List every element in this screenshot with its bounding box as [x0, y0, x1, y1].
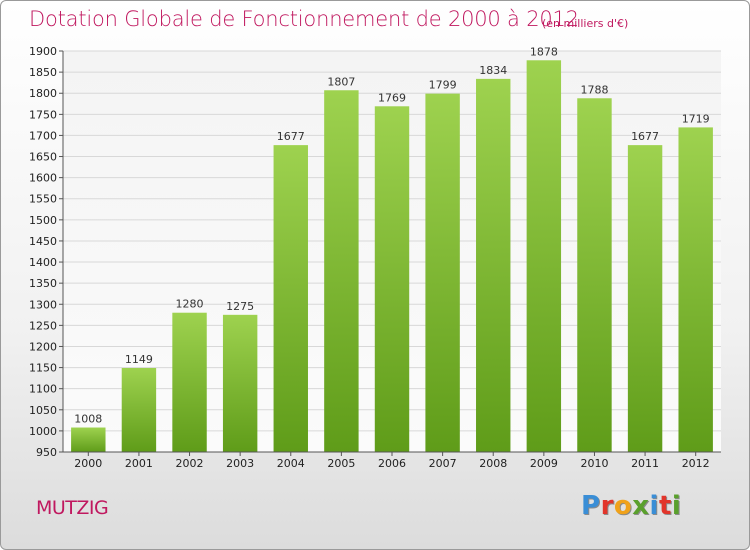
y-tick-label: 950 — [36, 446, 57, 459]
proxiti-logo: Proxiti — [581, 491, 681, 521]
logo-letter: r — [600, 491, 614, 521]
chart-subtitle: (en milliers d'€) — [542, 17, 629, 30]
x-tick-label-2006: 2006 — [378, 457, 406, 470]
data-label-2005: 1807 — [327, 75, 355, 88]
logo-letter: P — [581, 491, 601, 521]
data-label-2004: 1677 — [277, 130, 305, 143]
bar-2003 — [222, 314, 258, 452]
y-tick-label: 1400 — [29, 256, 57, 269]
x-tick-label-2005: 2005 — [327, 457, 355, 470]
x-tick-label-2000: 2000 — [74, 457, 102, 470]
bar-2007 — [425, 93, 460, 452]
x-tick-label-2012: 2012 — [682, 457, 710, 470]
y-tick-label: 1850 — [29, 66, 57, 79]
data-label-2006: 1769 — [378, 91, 406, 104]
x-tick-label-2003: 2003 — [226, 457, 254, 470]
y-tick-label: 1650 — [29, 151, 57, 164]
bar-2004 — [273, 145, 308, 453]
data-label-2011: 1677 — [631, 130, 659, 143]
bar-2012 — [678, 127, 713, 452]
x-tick-label-2009: 2009 — [530, 457, 558, 470]
logo-letter: i — [671, 491, 682, 521]
data-label-2002: 1280 — [176, 298, 204, 311]
bar-2011 — [627, 145, 663, 453]
bar-2006 — [374, 106, 410, 453]
data-label-2010: 1788 — [580, 83, 608, 96]
bar-2008 — [476, 78, 511, 452]
bar-2010 — [577, 98, 612, 452]
x-tick-label-2001: 2001 — [125, 457, 153, 470]
data-label-2000: 1008 — [74, 413, 102, 426]
data-label-2008: 1834 — [479, 64, 507, 77]
place-name: MUTZIG — [36, 497, 109, 519]
x-tick-label-2008: 2008 — [479, 457, 507, 470]
y-tick-label: 1550 — [29, 193, 57, 206]
logo-letter: x — [632, 491, 650, 521]
data-label-2007: 1799 — [429, 79, 457, 92]
chart-title: Dotation Globale de Fonctionnement de 20… — [29, 7, 579, 31]
x-tick-label-2004: 2004 — [277, 457, 305, 470]
bar-2001 — [121, 368, 157, 452]
y-tick-label: 1500 — [29, 214, 57, 227]
y-tick-label: 1750 — [29, 108, 57, 121]
y-tick-label: 1250 — [29, 319, 57, 332]
y-tick-label: 1600 — [29, 172, 57, 185]
x-tick-label-2011: 2011 — [631, 457, 659, 470]
y-tick-label: 1000 — [29, 425, 57, 438]
y-tick-label: 1150 — [29, 362, 57, 375]
y-tick-label: 1800 — [29, 87, 57, 100]
y-tick-label: 1350 — [29, 277, 57, 290]
x-tick-label-2002: 2002 — [176, 457, 204, 470]
logo-letter: o — [613, 491, 633, 521]
logo-letter: i — [649, 491, 659, 521]
data-label-2009: 1878 — [530, 45, 558, 58]
data-label-2001: 1149 — [125, 353, 153, 366]
y-tick-label: 1200 — [29, 340, 57, 353]
y-tick-label: 1450 — [29, 235, 57, 248]
bar-2009 — [526, 60, 562, 452]
data-label-2003: 1275 — [226, 300, 254, 313]
y-tick-label: 1100 — [29, 383, 57, 396]
y-tick-label: 1050 — [29, 404, 57, 417]
y-tick-label: 1300 — [29, 298, 57, 311]
data-label-2012: 1719 — [682, 112, 710, 125]
x-tick-label-2010: 2010 — [580, 457, 608, 470]
bar-2002 — [172, 312, 207, 452]
y-tick-label: 1700 — [29, 129, 57, 142]
bar-2005 — [324, 90, 359, 452]
bar-2000 — [71, 427, 106, 452]
x-tick-label-2007: 2007 — [429, 457, 457, 470]
logo-letter: t — [658, 491, 672, 521]
y-tick-label: 1900 — [29, 45, 57, 58]
